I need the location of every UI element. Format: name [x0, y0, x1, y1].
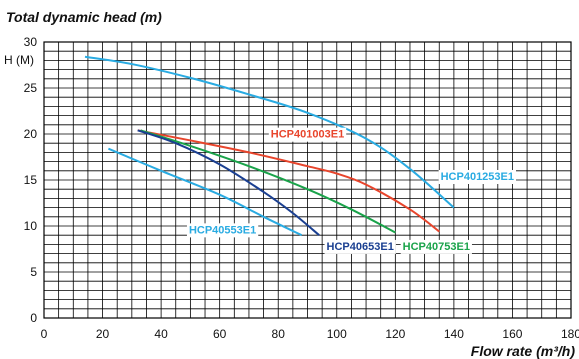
series-labels: HCP401253E1 HCP401003E1 HCP40753E1 HCP40653…	[186, 127, 517, 254]
y-tick-label: 25	[24, 81, 38, 95]
grid	[43, 41, 572, 319]
chart-title: Total dynamic head (m)	[6, 9, 162, 25]
y-tick-label: 20	[24, 127, 38, 141]
x-tick-label: 120	[385, 327, 405, 341]
series-label-hcp40653e1: HCP40653E1	[327, 241, 394, 253]
x-tick-label: 60	[213, 327, 227, 341]
series-label-hcp401253e1: HCP401253E1	[441, 171, 514, 183]
series-label-background	[324, 239, 396, 254]
y-tick-label: 15	[24, 173, 38, 187]
x-tick-label: 40	[154, 327, 168, 341]
y-tick-label: 5	[30, 265, 37, 279]
x-tick-label: 100	[327, 327, 347, 341]
series-label-background	[400, 239, 472, 254]
series-label-background	[186, 223, 259, 238]
y-tick-label: 30	[24, 35, 38, 49]
x-tick-label: 160	[502, 327, 522, 341]
axis-ticks: 0 20 40 60 80 100 120 140 160 180 0 5 10 15 20 25 30	[24, 35, 579, 341]
y-tick-label: 10	[24, 219, 38, 233]
x-tick-label: 80	[272, 327, 286, 341]
series-line-hcp40553e1	[108, 147, 303, 237]
series-line-hcp401253e1	[84, 55, 455, 209]
series-label-hcp401003e1: HCP401003E1	[271, 129, 344, 141]
series-label-background	[438, 170, 517, 184]
x-tick-label: 0	[41, 327, 48, 341]
x-tick-label: 180	[561, 327, 579, 341]
series-label-background	[268, 127, 347, 142]
series-line-hcp40653e1	[137, 129, 320, 236]
series-lines	[84, 55, 455, 237]
series-line-hcp40753e1	[140, 129, 396, 234]
y-axis-unit-label: H (M)	[4, 53, 34, 67]
x-axis-label: Flow rate (m³/h)	[471, 343, 576, 359]
series-label-hcp40753e1: HCP40753E1	[403, 241, 470, 253]
series-label-hcp40553e1: HCP40553E1	[189, 224, 256, 236]
series-line-hcp401003e1	[137, 129, 440, 233]
x-tick-label: 20	[96, 327, 110, 341]
x-tick-label: 140	[444, 327, 464, 341]
y-tick-label: 0	[30, 311, 37, 325]
plot-frame	[43, 41, 572, 319]
